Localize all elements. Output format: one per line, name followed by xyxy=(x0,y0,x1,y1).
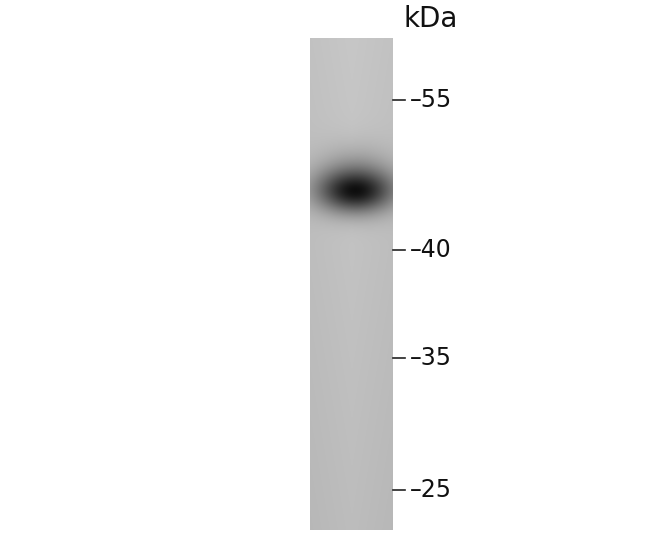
Text: –55: –55 xyxy=(410,88,452,112)
Text: –40: –40 xyxy=(410,238,452,262)
Text: –25: –25 xyxy=(410,478,452,502)
Text: kDa: kDa xyxy=(403,5,458,33)
Text: –35: –35 xyxy=(410,346,452,370)
